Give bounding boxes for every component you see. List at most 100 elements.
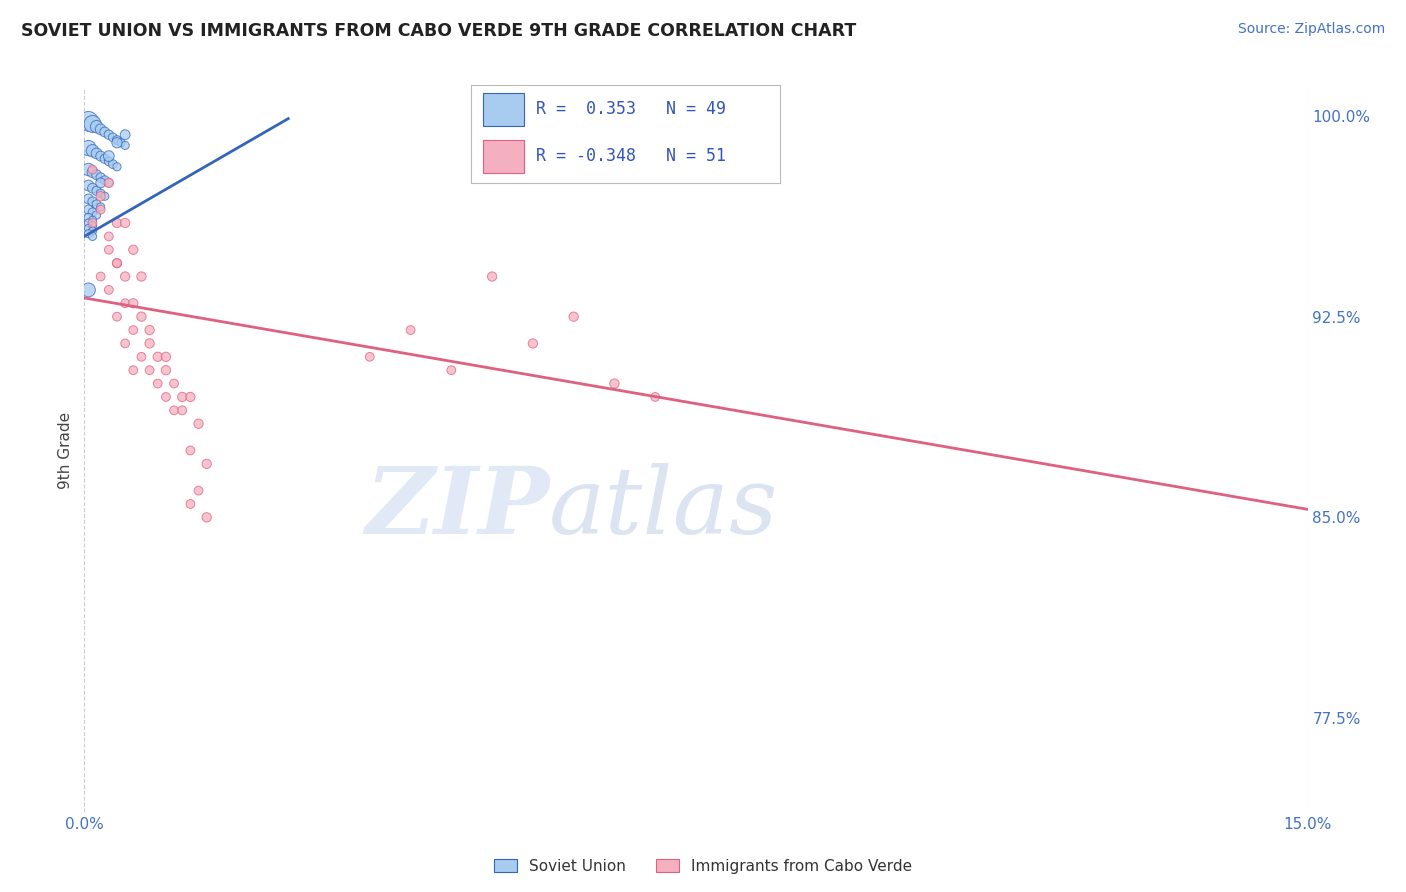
Point [179, 497, 201, 511]
Point [97, 128, 120, 142]
Point [97, 229, 120, 244]
Point [86, 146, 108, 161]
Point [131, 350, 153, 364]
Point [82, 144, 104, 158]
Point [155, 390, 177, 404]
Point [77, 178, 100, 193]
Point [93, 125, 115, 139]
Point [86, 120, 108, 134]
Point [163, 376, 186, 391]
Point [86, 184, 108, 198]
Y-axis label: 9th Grade: 9th Grade [58, 412, 73, 489]
Point [172, 390, 194, 404]
Point [644, 390, 666, 404]
Point [187, 483, 209, 498]
Point [82, 162, 104, 177]
Point [522, 336, 544, 351]
Point [97, 154, 120, 169]
Point [90, 122, 112, 136]
Point [90, 170, 112, 185]
Point [114, 336, 136, 351]
Point [101, 130, 124, 145]
Point [195, 457, 218, 471]
Point [93, 152, 115, 166]
Point [122, 363, 145, 377]
Point [131, 310, 153, 324]
Point [603, 376, 626, 391]
Point [114, 128, 136, 142]
Point [97, 176, 120, 190]
Point [114, 138, 136, 153]
Point [399, 323, 422, 337]
Point [172, 403, 194, 417]
Text: Source: ZipAtlas.com: Source: ZipAtlas.com [1237, 22, 1385, 37]
Point [105, 133, 128, 147]
Point [82, 165, 104, 179]
Text: R =  0.353   N = 49: R = 0.353 N = 49 [536, 100, 725, 119]
Point [86, 197, 108, 211]
Point [359, 350, 381, 364]
Point [122, 243, 145, 257]
Point [77, 221, 100, 235]
Point [77, 141, 100, 155]
Text: SOVIET UNION VS IMMIGRANTS FROM CABO VERDE 9TH GRADE CORRELATION CHART: SOVIET UNION VS IMMIGRANTS FROM CABO VER… [21, 22, 856, 40]
Point [90, 269, 112, 284]
Point [77, 216, 100, 230]
Point [82, 219, 104, 233]
Point [77, 283, 100, 297]
Point [77, 211, 100, 225]
Point [97, 176, 120, 190]
Point [105, 256, 128, 270]
Point [77, 192, 100, 206]
Point [77, 202, 100, 217]
Point [77, 114, 100, 128]
Point [179, 443, 201, 458]
Legend: Soviet Union, Immigrants from Cabo Verde: Soviet Union, Immigrants from Cabo Verde [488, 853, 918, 880]
Point [138, 363, 160, 377]
Point [90, 189, 112, 203]
Text: ZIP: ZIP [366, 463, 550, 553]
Point [146, 350, 169, 364]
Point [82, 224, 104, 238]
Point [105, 160, 128, 174]
Point [105, 136, 128, 150]
Point [97, 149, 120, 163]
Point [82, 213, 104, 227]
Point [105, 216, 128, 230]
Text: atlas: atlas [550, 463, 779, 553]
Point [82, 117, 104, 131]
Point [138, 323, 160, 337]
Point [82, 229, 104, 244]
Point [114, 296, 136, 310]
Point [146, 376, 169, 391]
Point [82, 205, 104, 219]
Point [195, 510, 218, 524]
Point [97, 283, 120, 297]
Point [114, 216, 136, 230]
Point [110, 136, 132, 150]
Point [163, 403, 186, 417]
Point [93, 189, 115, 203]
Point [155, 363, 177, 377]
Point [82, 194, 104, 209]
Text: R = -0.348   N = 51: R = -0.348 N = 51 [536, 147, 725, 165]
Point [93, 173, 115, 187]
Point [90, 176, 112, 190]
Point [155, 350, 177, 364]
Point [86, 168, 108, 182]
Point [90, 200, 112, 214]
Point [138, 336, 160, 351]
Point [114, 269, 136, 284]
Point [122, 323, 145, 337]
Point [105, 256, 128, 270]
Point [562, 310, 585, 324]
Point [187, 417, 209, 431]
Point [77, 162, 100, 177]
Point [90, 186, 112, 201]
Point [440, 363, 463, 377]
Point [122, 296, 145, 310]
Point [82, 181, 104, 195]
Point [97, 243, 120, 257]
Point [179, 390, 201, 404]
Point [131, 269, 153, 284]
